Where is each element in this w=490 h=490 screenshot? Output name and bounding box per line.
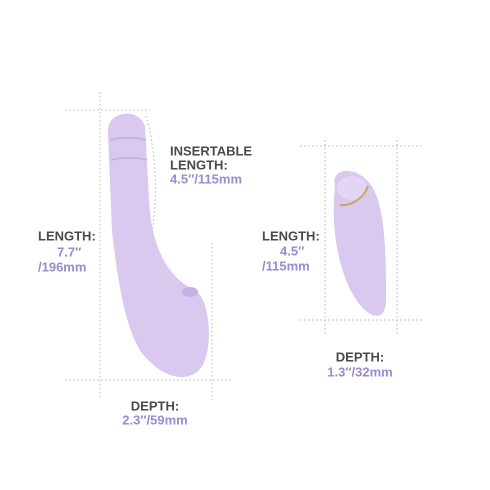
value: 7.7″ xyxy=(57,244,81,259)
insertable-arc xyxy=(145,115,156,233)
label: DEPTH: xyxy=(336,349,384,364)
suction-head xyxy=(337,176,367,200)
value: /196mm xyxy=(38,259,86,274)
value: 1.3″/32mm xyxy=(327,364,393,379)
label: LENGTH: xyxy=(262,228,320,243)
value: 4.5″/115mm xyxy=(170,171,242,186)
suction-product xyxy=(333,170,386,316)
value: 4.5″ xyxy=(280,243,304,258)
label: DEPTH: xyxy=(131,398,179,413)
wand-ridge xyxy=(109,136,148,161)
value: 2.3″/59mm xyxy=(122,412,188,427)
wand-product xyxy=(107,113,209,378)
gold-ring xyxy=(339,185,369,207)
wand-nub xyxy=(182,287,198,297)
label: INSERTABLE xyxy=(170,143,252,158)
value: /115mm xyxy=(262,258,310,273)
label: LENGTH: xyxy=(170,157,228,172)
label: LENGTH: xyxy=(38,228,96,243)
